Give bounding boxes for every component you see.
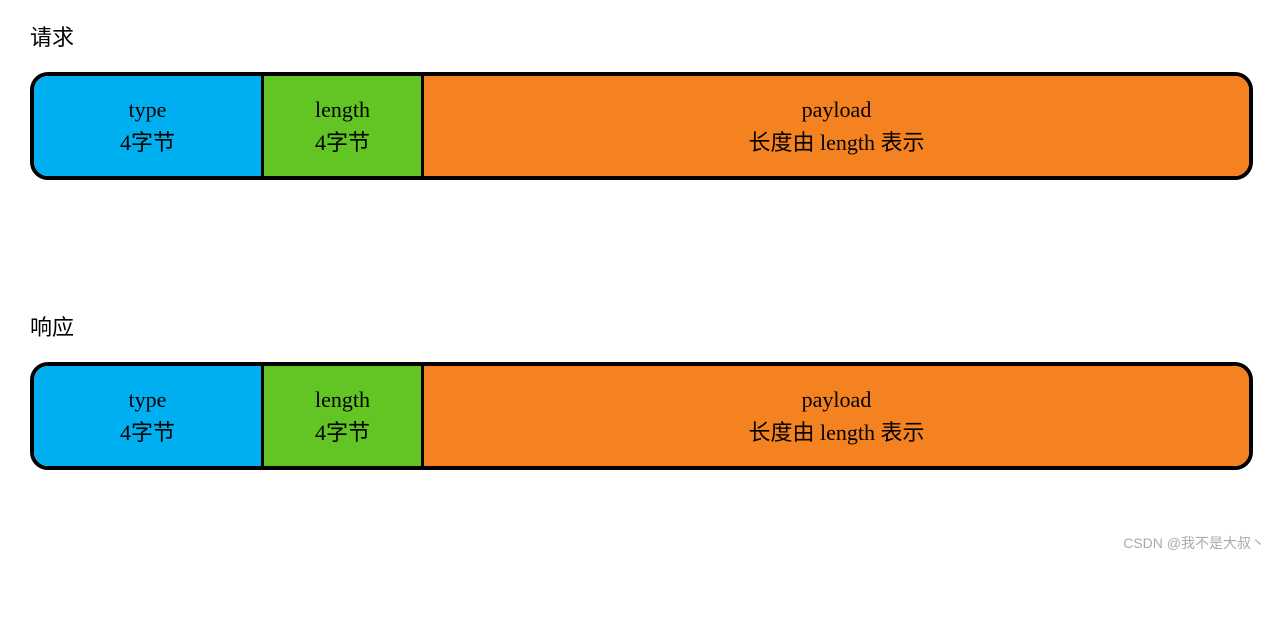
response-title: 响应 bbox=[30, 310, 1253, 342]
response-field-length: length 4字节 bbox=[264, 366, 424, 466]
field-sublabel: 4字节 bbox=[120, 416, 175, 449]
request-field-type: type 4字节 bbox=[34, 76, 264, 176]
request-field-payload: payload 长度由 length 表示 bbox=[424, 76, 1249, 176]
field-label: type bbox=[129, 383, 167, 416]
response-field-payload: payload 长度由 length 表示 bbox=[424, 366, 1249, 466]
field-label: payload bbox=[802, 93, 872, 126]
field-sublabel: 4字节 bbox=[120, 126, 175, 159]
response-packet: type 4字节 length 4字节 payload 长度由 length 表… bbox=[30, 362, 1253, 470]
response-section: 响应 type 4字节 length 4字节 payload 长度由 lengt… bbox=[30, 310, 1253, 470]
field-sublabel: 长度由 length 表示 bbox=[749, 126, 925, 159]
field-sublabel: 4字节 bbox=[315, 126, 370, 159]
request-field-length: length 4字节 bbox=[264, 76, 424, 176]
field-label: length bbox=[315, 383, 370, 416]
request-packet: type 4字节 length 4字节 payload 长度由 length 表… bbox=[30, 72, 1253, 180]
response-field-type: type 4字节 bbox=[34, 366, 264, 466]
field-label: length bbox=[315, 93, 370, 126]
field-sublabel: 长度由 length 表示 bbox=[749, 416, 925, 449]
request-title: 请求 bbox=[30, 20, 1253, 52]
field-label: type bbox=[129, 93, 167, 126]
watermark: CSDN @我不是大叔丶 bbox=[1123, 533, 1265, 553]
field-sublabel: 4字节 bbox=[315, 416, 370, 449]
field-label: payload bbox=[802, 383, 872, 416]
request-section: 请求 type 4字节 length 4字节 payload 长度由 lengt… bbox=[30, 20, 1253, 180]
